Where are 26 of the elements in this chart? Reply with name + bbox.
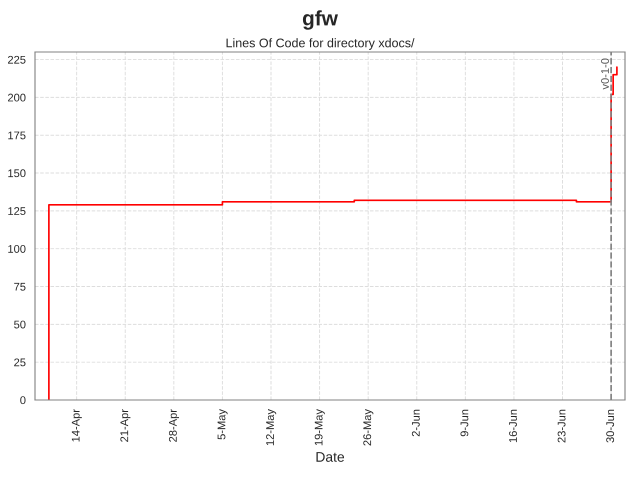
chart-title: gfw: [302, 10, 338, 30]
x-tick-label: 26-May: [363, 409, 374, 446]
x-tick-label: 12-May: [266, 409, 276, 446]
y-tick-label: 100: [8, 244, 26, 253]
x-tick-label: 19-May: [314, 409, 325, 446]
y-tick-label: 175: [8, 132, 26, 140]
y-tick-label: 150: [8, 169, 26, 178]
y-tick-label: 0: [20, 396, 26, 404]
x-tick-label: 2-Jun: [412, 410, 420, 436]
y-tick-label: 75: [14, 282, 26, 291]
x-tick-label: 9-Jun: [460, 410, 468, 436]
y-tick-label: 125: [8, 207, 26, 216]
y-tick-label: 50: [14, 320, 26, 328]
y-tick-label: 225: [8, 56, 26, 64]
x-tick-label: 23-Jun: [558, 410, 566, 442]
x-tick-label: 30-Jun: [606, 410, 614, 443]
y-tick-label: 200: [8, 94, 26, 102]
x-axis-title: Date: [316, 452, 344, 462]
x-tick-label: 16-Jun: [509, 410, 517, 442]
chart-subtitle: Lines Of Code for directory xdocs/: [226, 38, 414, 50]
x-tick-label: 21-Apr: [120, 409, 130, 442]
y-tick-label: 25: [14, 358, 26, 366]
x-tick-label: 5-May: [218, 409, 228, 440]
x-tick-label: 28-Apr: [168, 409, 179, 442]
ref-line-label: v0-1-0: [601, 58, 609, 90]
x-tick-label: 14-Apr: [72, 409, 82, 442]
